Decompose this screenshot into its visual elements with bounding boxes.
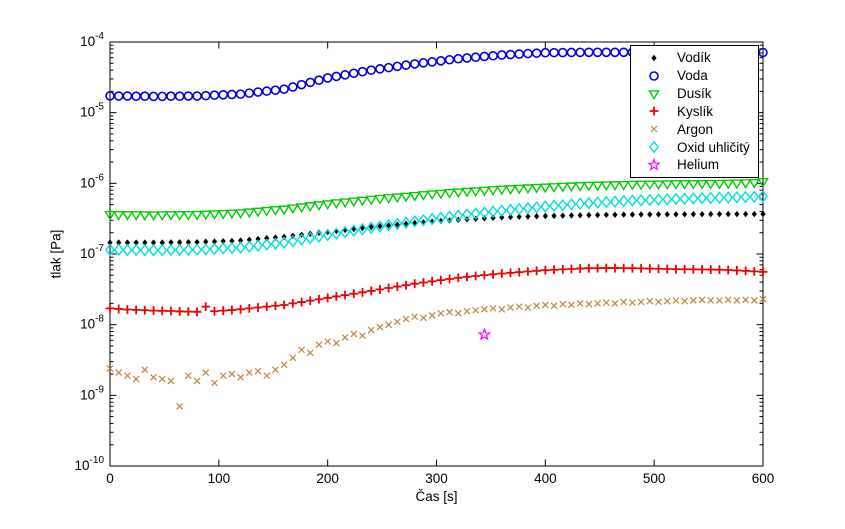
legend[interactable]: Vodík Voda Dusík Kyslík Argon Oxid uhličitý He… <box>630 45 759 178</box>
legend-marker-voda-icon <box>649 70 659 81</box>
x-tick-label: 600 <box>752 471 775 486</box>
legend-label-vodik: Vodík <box>677 50 711 66</box>
y-tick-label: 10-5 <box>80 102 104 120</box>
legend-marker-argon-icon <box>650 125 658 133</box>
x-tick-label: 400 <box>534 471 557 486</box>
y-tick-label: 10-10 <box>75 455 105 473</box>
legend-marker-vodik-icon <box>651 54 657 62</box>
x-tick-label: 200 <box>316 471 339 486</box>
y-tick-label: 10-6 <box>80 172 104 190</box>
legend-marker-oxid-uhlicity-icon <box>649 140 659 154</box>
legend-label-dusik: Dusík <box>677 86 712 102</box>
y-tick-label: 10-4 <box>80 31 104 49</box>
series-dusik <box>104 178 769 222</box>
series-oxid-uhlicity <box>105 190 768 257</box>
x-tick-label: 100 <box>208 471 231 486</box>
legend-entry-voda: Voda <box>631 68 758 84</box>
legend-entry-argon: Argon <box>631 121 758 137</box>
legend-entry-vodik: Vodík <box>631 50 758 66</box>
legend-entry-oxid-uhlicity: Oxid uhličitý <box>631 139 758 155</box>
x-tick-label: 0 <box>106 471 114 486</box>
x-tick-label: 300 <box>425 471 448 486</box>
y-axis-label: tlak [Pa] <box>48 229 64 279</box>
legend-entry-helium: Helium <box>631 157 758 173</box>
legend-entry-kyslik: Kyslík <box>631 103 758 119</box>
legend-marker-kyslik-icon <box>649 107 659 116</box>
legend-marker-dusik-icon <box>648 89 660 100</box>
y-tick-label: 10-9 <box>80 384 104 402</box>
x-axis-label: Čas [s] <box>415 489 458 504</box>
legend-label-helium: Helium <box>677 157 720 173</box>
legend-label-oxid-uhlicity: Oxid uhličitý <box>677 139 750 155</box>
y-tick-label: 10-8 <box>80 314 104 332</box>
x-tick-label: 500 <box>643 471 666 486</box>
legend-label-voda: Voda <box>677 68 708 84</box>
series-argon <box>106 295 767 410</box>
series-helium <box>477 327 492 341</box>
legend-label-argon: Argon <box>677 121 714 137</box>
legend-label-kyslik: Kyslík <box>677 103 714 119</box>
legend-marker-helium-icon <box>647 157 661 171</box>
series-kyslik <box>105 263 768 317</box>
y-tick-label: 10-7 <box>80 243 104 261</box>
legend-entry-dusik: Dusík <box>631 86 758 102</box>
